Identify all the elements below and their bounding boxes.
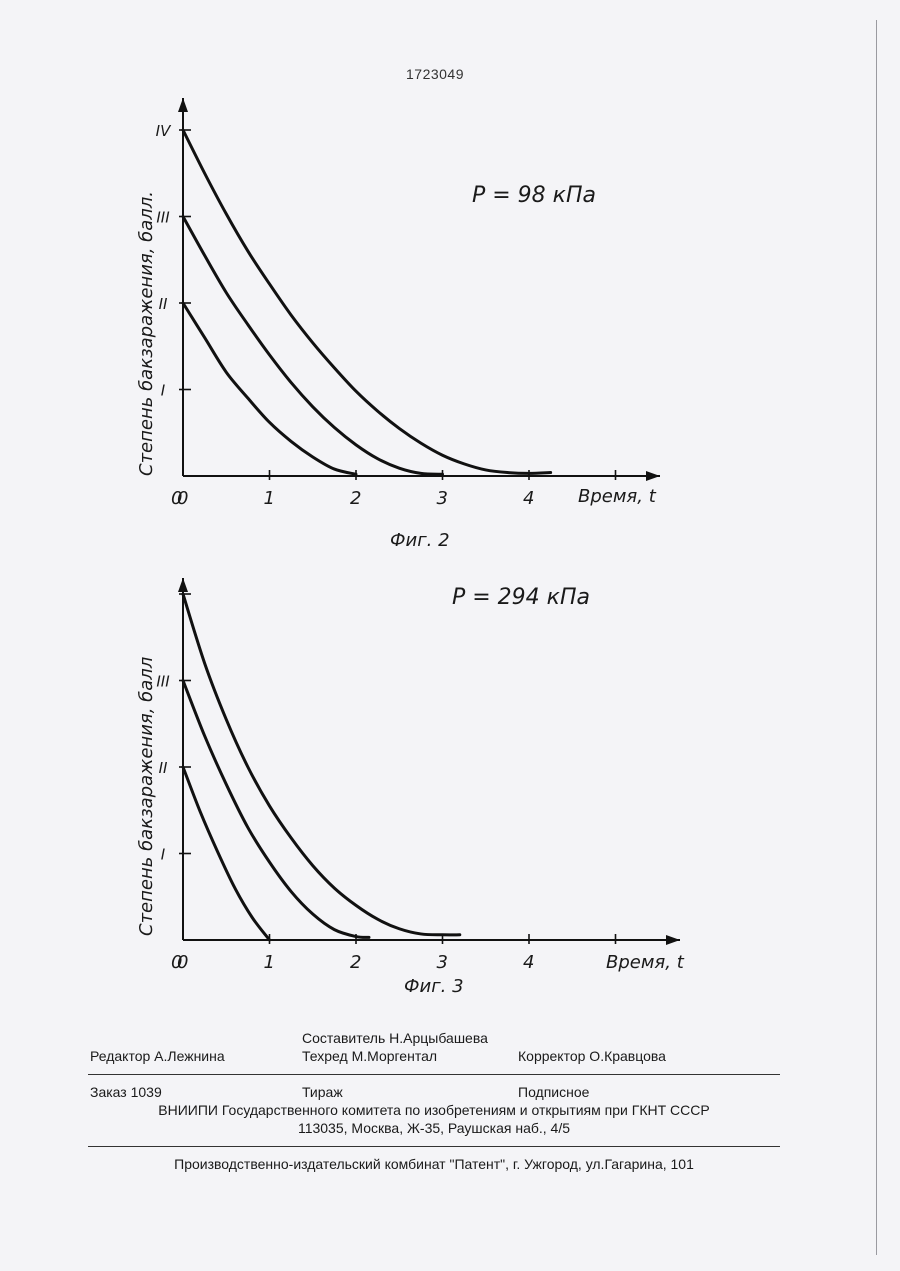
footer-vniipi: ВНИИПИ Государственного комитета по изоб… [88, 1102, 780, 1118]
figure-2-curve-3 [183, 130, 551, 473]
origin-label: 0 [171, 488, 182, 509]
figure-2-ticks: 01234IIIIIIIV0 [156, 122, 616, 509]
y-tick-label: II [159, 759, 168, 777]
figure-3-curve-2 [183, 681, 369, 938]
footer-korrektor: Корректор О.Кравцова [518, 1048, 666, 1064]
y-axis-arrow [178, 578, 188, 592]
x-axis-arrow [666, 935, 680, 945]
x-tick-label: 1 [264, 952, 275, 973]
figure-2-x-axis-label: Время, t [578, 486, 657, 507]
x-axis-arrow [646, 471, 660, 481]
figure-3-y-axis-label: Степень бакзаражения, балл [136, 657, 157, 936]
y-tick-label: I [161, 382, 166, 400]
footer-tirazh: Тираж [302, 1084, 343, 1100]
x-tick-label: 4 [523, 952, 534, 973]
footer-tehred: Техред М.Моргентал [302, 1048, 437, 1064]
figure-2-curve-1 [183, 303, 356, 474]
figure-3-curve-1 [183, 767, 270, 940]
patent-number: 1723049 [406, 66, 464, 82]
x-tick-label: 3 [437, 952, 448, 973]
figure-2-y-axis-label: Степень бакзаражения, балл. [136, 191, 157, 476]
figure-3-axes [178, 578, 680, 945]
x-tick-label: 3 [437, 488, 448, 509]
y-axis-arrow [178, 98, 188, 112]
figure-2-chart: 01234IIIIIIIV0 P = 98 кПа Время, t Степе… [0, 90, 900, 560]
figure-3-curve-3 [183, 594, 460, 935]
figure-3-x-axis-label: Время, t [606, 952, 685, 973]
figure-2-pressure-annotation: P = 98 кПа [472, 183, 596, 208]
y-tick-label: III [156, 209, 170, 227]
figure-2-caption: Фиг. 2 [390, 530, 450, 551]
footer-kombinat: Производственно-издательский комбинат "П… [88, 1156, 780, 1172]
footer-address: 113035, Москва, Ж-35, Раушская наб., 4/5 [88, 1120, 780, 1136]
y-tick-label: II [159, 295, 168, 313]
figure-2-axes [178, 98, 660, 481]
figure-2-curve-2 [183, 217, 443, 475]
footer-divider-2 [88, 1146, 780, 1147]
x-tick-label: 2 [350, 952, 361, 973]
figure-3-curves [183, 594, 460, 940]
x-tick-label: 2 [350, 488, 361, 509]
footer-podpisnoe: Подписное [518, 1084, 589, 1100]
figure-2-curves [183, 130, 551, 474]
footer-divider-1 [88, 1074, 780, 1075]
footer-zakaz: Заказ 1039 [90, 1084, 162, 1100]
x-tick-label: 1 [264, 488, 275, 509]
figure-3-chart: 01234IIIIII0 P = 294 кПа Время, t Степен… [0, 560, 900, 1000]
footer-sostavitel: Составитель Н.Арцыбашева [302, 1030, 488, 1046]
y-tick-label: I [161, 846, 166, 864]
footer-redaktor: Редактор А.Лежнина [90, 1048, 225, 1064]
y-tick-label: IV [156, 122, 172, 140]
origin-label: 0 [171, 952, 182, 973]
x-tick-label: 4 [523, 488, 534, 509]
y-tick-label: III [156, 673, 170, 691]
figure-3-caption: Фиг. 3 [404, 976, 464, 997]
figure-3-pressure-annotation: P = 294 кПа [452, 585, 590, 610]
